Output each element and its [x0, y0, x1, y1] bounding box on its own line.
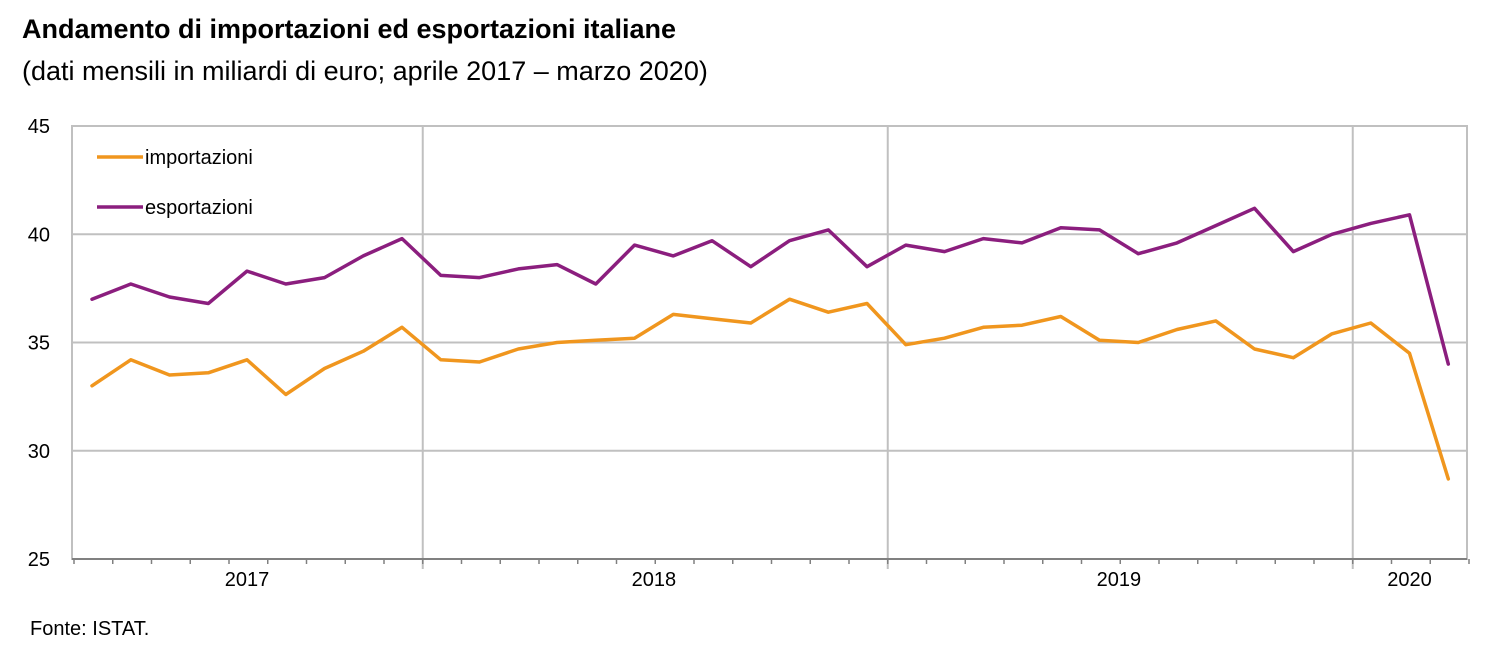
series-line-importazioni	[90, 297, 1451, 481]
y-tick-label: 35	[28, 333, 50, 355]
y-tick-label: 45	[28, 116, 50, 138]
legend-label-importazioni: importazioni	[145, 147, 253, 169]
x-tick-label-2018: 2018	[632, 569, 677, 591]
source-note: Fonte: ISTAT.	[30, 618, 150, 640]
legend-label-esportazioni: esportazioni	[145, 197, 253, 219]
y-tick-label: 30	[28, 441, 50, 463]
axes: 25 30 35 40 45 2017 2018 2019 2020	[28, 116, 1470, 591]
series-lines	[90, 206, 1451, 481]
chart-subtitle: (dati mensili in miliardi di euro; april…	[22, 56, 708, 86]
legend: importazioni esportazioni	[97, 147, 253, 219]
x-tick-label-2019: 2019	[1097, 569, 1142, 591]
x-tick-label-2017: 2017	[225, 569, 270, 591]
series-line-esportazioni	[90, 206, 1451, 366]
y-tick-label: 40	[28, 224, 50, 246]
y-tick-label: 25	[28, 549, 50, 571]
grid-lines	[72, 125, 1467, 569]
chart-title: Andamento di importazioni ed esportazion…	[22, 14, 677, 44]
x-tick-label-2020: 2020	[1387, 569, 1432, 591]
